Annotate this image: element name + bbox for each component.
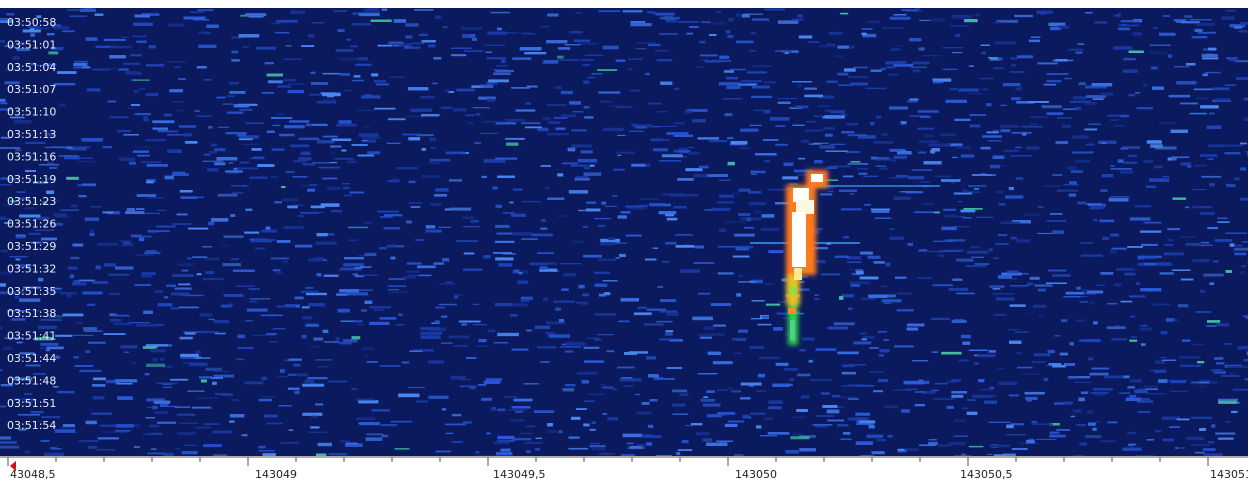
time-label: 03:51:16 xyxy=(7,150,56,163)
frequency-label: 143049 xyxy=(255,468,297,481)
time-label: 03:51:54 xyxy=(7,419,56,432)
frequency-label: 143049,5 xyxy=(493,468,546,481)
time-label: 03:51:51 xyxy=(7,397,56,410)
frequency-label: 143051 xyxy=(1210,468,1248,481)
time-label: 03:51:32 xyxy=(7,262,56,275)
time-label: 03:50:58 xyxy=(7,16,56,29)
frequency-label: 143050,5 xyxy=(960,468,1013,481)
time-label: 03:51:07 xyxy=(7,83,56,96)
time-label: 03:51:01 xyxy=(7,38,56,51)
time-label: 03:51:38 xyxy=(7,307,56,320)
frequency-axis-bar xyxy=(0,456,1248,482)
time-label: 03:51:10 xyxy=(7,106,56,119)
time-label: 03:51:29 xyxy=(7,240,56,253)
time-label: 03:51:04 xyxy=(7,61,56,74)
time-label: 03:51:19 xyxy=(7,173,56,186)
time-label: 03:51:13 xyxy=(7,128,56,141)
time-label: 03:51:35 xyxy=(7,285,56,298)
time-label: 03:51:26 xyxy=(7,218,56,231)
frequency-label: 143050 xyxy=(735,468,777,481)
time-label: 03:51:41 xyxy=(7,330,56,343)
time-label: 03:51:48 xyxy=(7,374,56,387)
waterfall-window: 03:50:58 03:51:01 03:51:04 03:51:07 03:51:10… xyxy=(0,0,1248,482)
time-label: 03:51:44 xyxy=(7,352,56,365)
time-label: 03:51:23 xyxy=(7,195,56,208)
frequency-label: 43048,5 xyxy=(10,468,56,481)
